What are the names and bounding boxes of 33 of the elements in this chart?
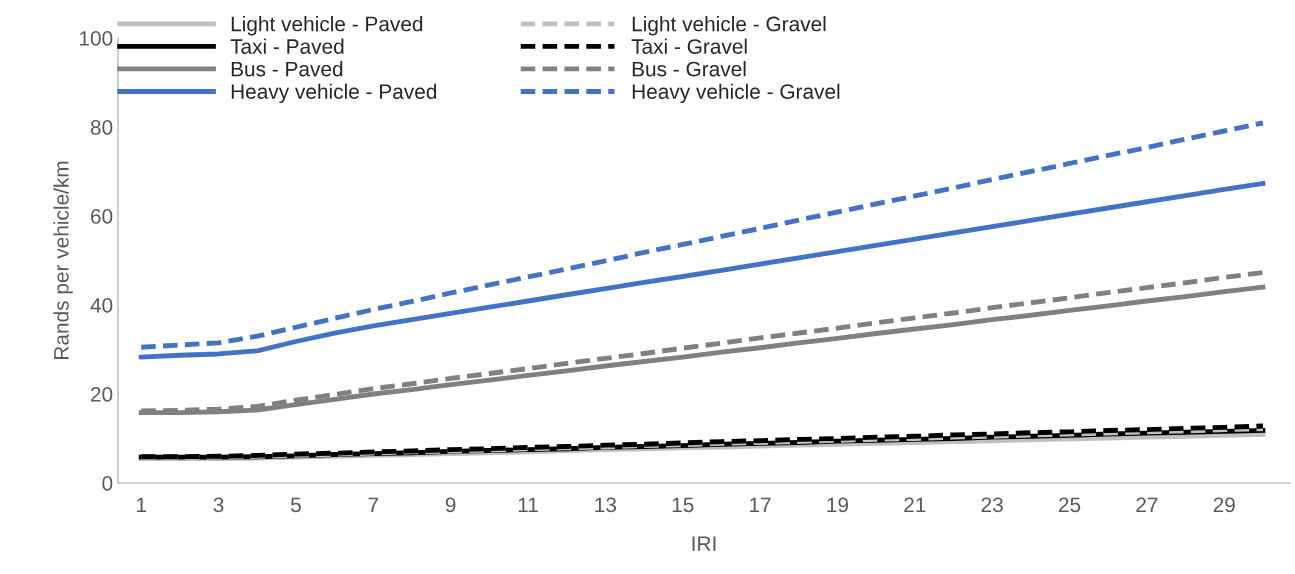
x-tick-label: 23 [981,497,1003,513]
y-tick-label: 40 [90,298,113,313]
legend-label: Taxi - Gravel [631,38,747,54]
y-tick-label: 80 [90,120,113,135]
y-axis-title: Rands per vehicle/km [53,161,73,359]
x-tick-label: 15 [672,497,694,513]
line-series [138,120,1266,350]
line-series [138,181,1266,360]
x-tick-label: 27 [1136,497,1158,512]
x-tick-label: 5 [290,497,301,513]
legend-label: Bus - Gravel [632,61,746,77]
legend-label: Bus - Paved [231,61,343,77]
x-tick-label: 25 [1058,497,1081,513]
y-tick-label: 20 [91,387,113,402]
y-tick-label: 60 [91,209,113,224]
legend-label: Taxi - Paved [230,38,344,54]
legend-label: Light vehicle - Gravel [632,16,826,36]
legend-label: Heavy vehicle - Paved [231,83,437,104]
legend-label: Light vehicle - Paved [231,16,423,36]
y-tick-label: 0 [102,476,113,491]
x-axis-title: IRI [692,536,716,551]
x-tick-label: 9 [445,497,456,513]
x-tick-label: 13 [595,497,617,513]
x-tick-label: 11 [518,497,538,512]
x-tick-label: 3 [213,497,224,513]
x-tick-label: 17 [750,497,771,512]
x-tick-label: 19 [827,497,849,513]
x-tick-label: 7 [368,497,379,512]
x-tick-label: 21 [904,497,926,512]
x-tick-label: 29 [1213,497,1235,513]
legend-label: Heavy vehicle - Gravel [632,83,840,104]
y-tick-label: 100 [79,31,113,46]
x-tick-label: 1 [137,497,146,512]
